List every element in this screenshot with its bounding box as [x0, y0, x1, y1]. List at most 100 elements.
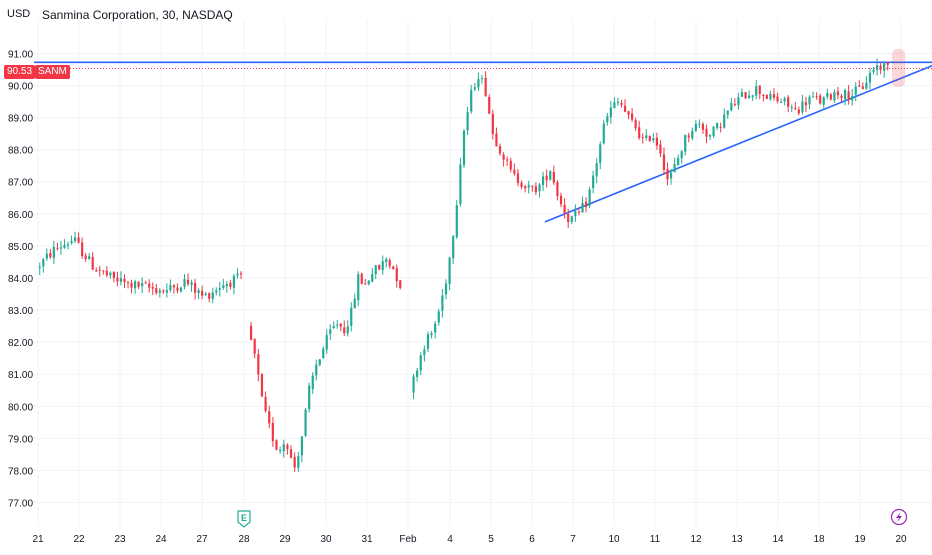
candle-body	[691, 130, 694, 139]
candle-body	[829, 94, 832, 100]
candle-body	[765, 94, 768, 99]
candle-body	[225, 283, 228, 287]
candle-body	[811, 96, 815, 98]
candle-body	[865, 82, 868, 89]
earnings-marker[interactable]	[237, 510, 251, 528]
trendline-support[interactable]	[544, 65, 932, 223]
y-tick-label: 82.00	[8, 338, 33, 349]
candle-body	[652, 138, 655, 141]
earnings-label[interactable]: E	[241, 513, 247, 523]
candle-body	[98, 269, 101, 271]
candle-body	[183, 279, 186, 287]
y-tick-label: 90.00	[8, 81, 33, 92]
candle-body	[609, 107, 612, 118]
candle-body	[364, 283, 367, 285]
candle-body	[385, 258, 388, 263]
candle-body	[253, 338, 256, 354]
candle-body	[638, 127, 641, 139]
candle-body	[116, 277, 119, 282]
candle-body	[236, 273, 239, 276]
candle-body	[315, 364, 318, 376]
candle-body	[455, 205, 458, 237]
x-tick-label: 24	[155, 534, 167, 545]
candle-body	[371, 273, 374, 282]
candle-body	[556, 182, 559, 197]
x-tick-label: 21	[32, 534, 44, 545]
candle-body	[144, 282, 147, 284]
candle-body	[249, 325, 253, 340]
candle-body	[531, 186, 534, 188]
candle-body	[740, 92, 744, 97]
candle-body	[875, 65, 879, 70]
candle-body	[162, 290, 165, 292]
candle-body	[222, 285, 225, 288]
candle-body	[215, 290, 218, 293]
candle-body	[584, 201, 588, 207]
candle-body	[779, 101, 783, 103]
x-tick-label: 6	[529, 534, 535, 545]
candle-body	[381, 261, 384, 271]
candle-body	[480, 78, 484, 80]
candle-body	[484, 77, 487, 96]
x-tick-label: 12	[690, 534, 702, 545]
candle-body	[631, 113, 634, 120]
candle-body	[367, 280, 370, 285]
x-tick-label: 19	[854, 534, 866, 545]
candle-body	[423, 349, 426, 356]
candle-body	[552, 171, 555, 183]
x-tick-label: 29	[279, 534, 291, 545]
candle-body	[257, 354, 260, 375]
candle-body	[444, 283, 448, 295]
candle-body	[204, 293, 207, 296]
candle-body	[176, 287, 179, 291]
x-tick-label: Feb	[399, 534, 417, 545]
candle-body	[673, 163, 676, 173]
candle-body	[495, 133, 498, 147]
candle-body	[549, 171, 552, 180]
candle-body	[712, 126, 715, 137]
candle-body	[437, 311, 440, 323]
candle-body	[186, 279, 190, 285]
candle-body	[91, 256, 94, 270]
candle-body	[45, 253, 48, 259]
candle-body	[723, 114, 726, 128]
candle-body	[687, 135, 690, 138]
candle-body	[197, 290, 200, 294]
candle-body	[516, 173, 520, 183]
candle-body	[520, 182, 523, 188]
x-tick-label: 20	[895, 534, 907, 545]
candle-body	[169, 285, 172, 291]
candle-body	[737, 97, 740, 105]
candle-body	[826, 92, 829, 97]
x-tick-label: 27	[196, 534, 208, 545]
candle-body	[325, 335, 328, 350]
candle-body	[279, 449, 282, 451]
candle-body	[229, 282, 232, 287]
candle-body	[416, 370, 419, 378]
candle-body	[378, 264, 381, 270]
candle-body	[616, 101, 620, 104]
candle-body	[577, 211, 581, 213]
candle-body	[677, 158, 680, 166]
candle-body	[42, 259, 45, 267]
candle-body	[395, 268, 398, 282]
candle-body	[645, 135, 648, 138]
candle-body	[332, 326, 335, 328]
candle-body	[787, 97, 790, 107]
candle-body	[527, 185, 530, 188]
candle-body	[133, 281, 137, 289]
candle-body	[158, 290, 161, 293]
candle-body	[441, 295, 444, 311]
y-tick-label: 91.00	[8, 49, 33, 60]
candle-body	[81, 242, 84, 257]
candle-body	[218, 288, 221, 291]
candle-body	[112, 271, 115, 278]
candle-body	[52, 246, 55, 258]
candle-body	[747, 95, 751, 99]
candle-body	[623, 105, 627, 112]
candle-body	[339, 323, 342, 327]
candle-body	[701, 123, 705, 130]
candle-body	[491, 113, 494, 134]
